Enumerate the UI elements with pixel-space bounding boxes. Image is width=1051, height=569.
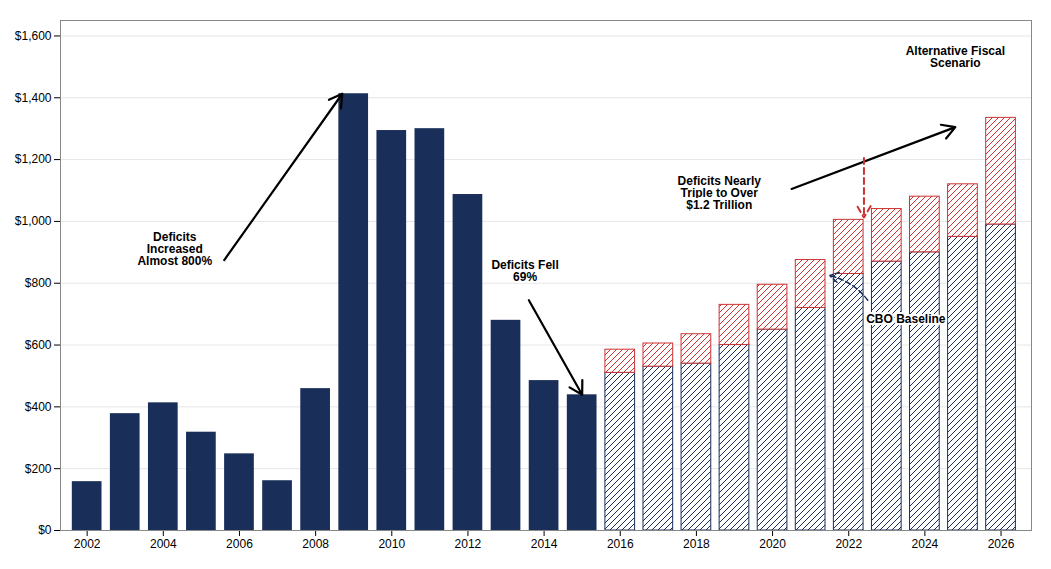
svg-text:Deficits Fell69%: Deficits Fell69% [491,258,558,284]
svg-text:$1,200: $1,200 [15,152,52,166]
svg-text:2026: 2026 [988,537,1015,551]
svg-text:2020: 2020 [759,537,786,551]
svg-text:$800: $800 [25,276,52,290]
svg-text:$1,000: $1,000 [15,214,52,228]
svg-text:2022: 2022 [835,537,862,551]
svg-text:CBO Baseline: CBO Baseline [866,312,946,326]
svg-text:2014: 2014 [531,537,558,551]
svg-text:2002: 2002 [74,537,101,551]
svg-text:$200: $200 [25,462,52,476]
svg-text:$400: $400 [25,400,52,414]
svg-text:2008: 2008 [302,537,329,551]
svg-text:2010: 2010 [378,537,405,551]
svg-text:2012: 2012 [455,537,482,551]
svg-text:2004: 2004 [150,537,177,551]
svg-text:2018: 2018 [683,537,710,551]
svg-text:$0: $0 [38,523,52,537]
svg-text:$1,400: $1,400 [15,91,52,105]
svg-text:$600: $600 [25,338,52,352]
svg-text:DeficitsIncreasedAlmost 800%: DeficitsIncreasedAlmost 800% [137,230,212,268]
svg-text:2024: 2024 [912,537,939,551]
svg-text:2016: 2016 [607,537,634,551]
svg-text:Deficits NearlyTriple to Over$: Deficits NearlyTriple to Over$1.2 Trilli… [678,174,762,212]
svg-text:2006: 2006 [226,537,253,551]
svg-text:Alternative FiscalScenario: Alternative FiscalScenario [906,44,1005,70]
svg-text:$1,600: $1,600 [15,29,52,43]
